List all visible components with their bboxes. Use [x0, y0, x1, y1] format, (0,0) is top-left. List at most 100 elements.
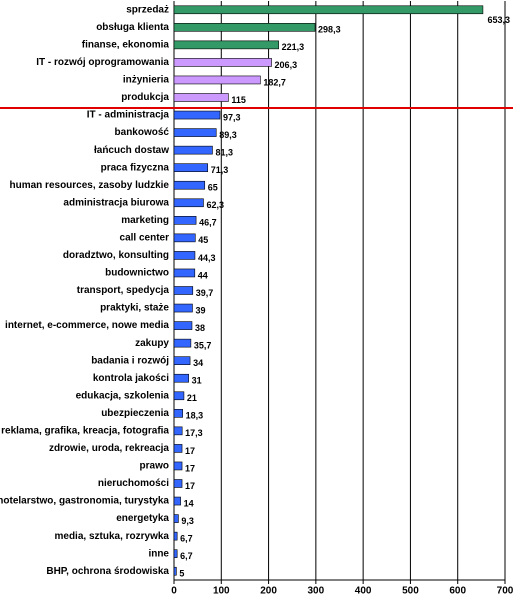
y-tick-label: budownictwo [105, 268, 169, 279]
bar [173, 303, 193, 313]
bar [173, 40, 279, 50]
bar [173, 23, 316, 32]
y-tick-label: prawo [140, 461, 169, 472]
value-label: 71,3 [211, 165, 229, 175]
value-label: 38 [195, 323, 205, 333]
value-label: 44,3 [198, 253, 216, 263]
y-tick-label: IT - rozwój oprogramowania [36, 57, 169, 68]
bar [173, 58, 272, 67]
y-tick-label: produkcja [121, 92, 169, 103]
y-tick-label: obsługa klienta [96, 22, 169, 33]
y-tick-label: inżynieria [123, 75, 170, 86]
value-label: 39 [195, 305, 205, 315]
value-label: 34 [193, 358, 203, 368]
y-tick-label: marketing [121, 215, 169, 226]
bar [173, 180, 206, 190]
y-tick-label: energetyka [116, 513, 169, 524]
value-label: 31 [192, 376, 202, 386]
bar [173, 373, 189, 383]
bar [173, 514, 179, 523]
y-tick-label: badania i rozwój [91, 355, 169, 366]
y-tick-label: BHP, ochrona środowiska [46, 566, 169, 577]
y-tick-label: finanse, ekonomia [82, 40, 170, 51]
value-label: 17 [185, 446, 195, 456]
bar [173, 566, 177, 576]
bar [173, 163, 209, 172]
value-label: 653,3 [487, 15, 510, 25]
y-tick-label: łańcuch dostaw [94, 145, 169, 156]
bar [173, 251, 196, 260]
value-label: 44 [198, 270, 208, 280]
y-tick-label: call center [120, 233, 170, 244]
value-label: 14 [184, 498, 194, 508]
y-tick-label: praktyki, staże [100, 303, 169, 314]
bar [173, 198, 204, 208]
y-tick-label: administracja biurowa [63, 197, 169, 208]
value-label: 97,3 [223, 112, 241, 122]
x-tick-label: 100 [213, 586, 230, 597]
y-tick-label: kontrola jakości [93, 373, 169, 384]
value-label: 89,3 [219, 130, 237, 140]
bar [173, 356, 191, 365]
y-tick-label: doradztwo, konsulting [63, 250, 169, 261]
x-tick-label: 700 [497, 586, 513, 597]
value-label: 17,3 [185, 428, 203, 438]
bar [173, 5, 484, 15]
bar [173, 93, 229, 102]
y-tick-label: media, sztuka, rozrywka [55, 531, 170, 542]
y-tick-label: human resources, zasoby ludzkie [10, 180, 170, 191]
y-tick-label: zdrowie, uroda, rekreacja [49, 443, 169, 454]
value-label: 206,3 [275, 60, 298, 70]
value-label: 298,3 [318, 25, 341, 35]
value-label: 81,3 [215, 148, 233, 158]
y-tick-label: transport, spedycja [77, 285, 170, 296]
y-tick-label: hotelarstwo, gastronomia, turystyka [0, 496, 169, 507]
y-tick-label: inne [148, 548, 169, 559]
bar [173, 549, 178, 558]
bar [173, 391, 185, 401]
value-label: 5 [179, 569, 184, 579]
y-tick-label: zakupy [135, 338, 169, 349]
value-label: 65 [208, 183, 218, 193]
bar [173, 409, 183, 418]
value-label: 221,3 [282, 42, 305, 52]
value-label: 17 [185, 481, 195, 491]
value-label: 21 [187, 393, 197, 403]
bar [173, 75, 261, 85]
value-label: 6,7 [180, 534, 193, 544]
value-label: 39,7 [196, 288, 214, 298]
bar [173, 233, 196, 243]
bar [173, 110, 221, 120]
value-label: 35,7 [194, 341, 212, 351]
value-label: 45 [198, 235, 208, 245]
x-tick-label: 600 [449, 586, 466, 597]
y-tick-label: bankowość [115, 127, 170, 138]
y-tick-label: IT - administracja [87, 110, 170, 121]
x-tick-label: 500 [402, 586, 419, 597]
value-label: 46,7 [199, 218, 217, 228]
bar [173, 479, 183, 488]
bar [173, 145, 213, 155]
x-tick-label: 200 [260, 586, 277, 597]
y-tick-label: reklama, grafika, kreacja, fotografia [1, 426, 169, 437]
y-tick-label: internet, e-commerce, nowe media [5, 320, 169, 331]
bar [173, 268, 196, 278]
bar [173, 128, 217, 137]
y-tick-label: praca fizyczna [101, 162, 170, 173]
y-tick-label: ubezpieczenia [101, 408, 169, 419]
y-tick-label: edukacja, szkolenia [76, 390, 170, 401]
value-label: 115 [231, 95, 246, 105]
bar [173, 321, 193, 330]
value-label: 17 [185, 463, 195, 473]
bar [173, 426, 183, 436]
x-tick-label: 400 [355, 586, 372, 597]
value-label: 6,7 [180, 551, 193, 561]
bar [173, 444, 183, 453]
x-tick-label: 300 [308, 586, 325, 597]
value-label: 182,7 [263, 77, 286, 87]
value-label: 62,3 [206, 200, 224, 210]
bar [173, 286, 194, 295]
value-label: 18,3 [186, 411, 204, 421]
y-tick-label: nieruchomości [98, 478, 169, 489]
